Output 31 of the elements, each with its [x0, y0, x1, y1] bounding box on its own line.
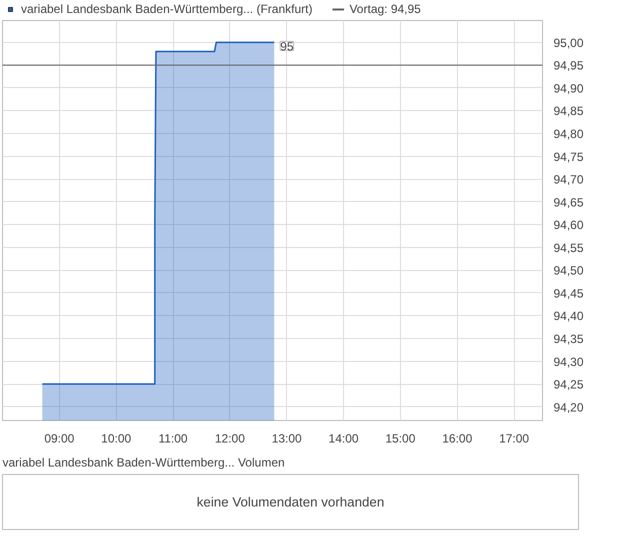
- x-tick-label: 10:00: [101, 432, 132, 446]
- y-tick-label: 94,85: [554, 104, 584, 118]
- y-tick-label: 94,95: [554, 58, 584, 73]
- y-tick-label: 94,25: [554, 378, 584, 392]
- y-tick-label: 95,00: [554, 36, 584, 50]
- legend-label: Vortag: 94,95: [349, 2, 421, 16]
- y-tick-label: 94,70: [554, 172, 584, 187]
- y-tick-label: 94,30: [554, 354, 584, 369]
- y-tick-label: 94,45: [554, 286, 584, 300]
- y-tick-label: 94,55: [554, 240, 584, 255]
- y-tick-label: 94,20: [554, 400, 584, 414]
- x-tick-label: 16:00: [442, 432, 473, 446]
- x-tick-label: 09:00: [44, 432, 75, 446]
- y-tick-label: 94,50: [554, 264, 584, 278]
- x-tick-label: 12:00: [214, 432, 246, 446]
- x-tick-label: 11:00: [158, 432, 188, 446]
- annotation: 95: [280, 39, 294, 54]
- x-tick-label: 14:00: [328, 432, 359, 446]
- y-tick-label: 94,65: [554, 195, 584, 210]
- y-tick-label: 94,80: [554, 126, 584, 141]
- y-tick-label: 94,35: [554, 332, 584, 346]
- y-tick-label: 94,60: [554, 218, 584, 232]
- x-tick-label: 15:00: [385, 432, 416, 446]
- x-tick-label: 13:00: [272, 432, 302, 446]
- y-tick-label: 94,40: [554, 309, 584, 324]
- text: variabel Landesbank Baden-Württemberg... Volumen: [2, 456, 285, 470]
- x-tick-label: 17:00: [499, 432, 530, 446]
- y-tick-label: 94,75: [554, 150, 584, 164]
- text: keine Volumendaten vorhanden: [196, 494, 384, 510]
- y-tick-label: 94,90: [554, 81, 584, 96]
- legend-label: variabel Landesbank Baden-Württemberg... (Frankfurt): [21, 2, 312, 16]
